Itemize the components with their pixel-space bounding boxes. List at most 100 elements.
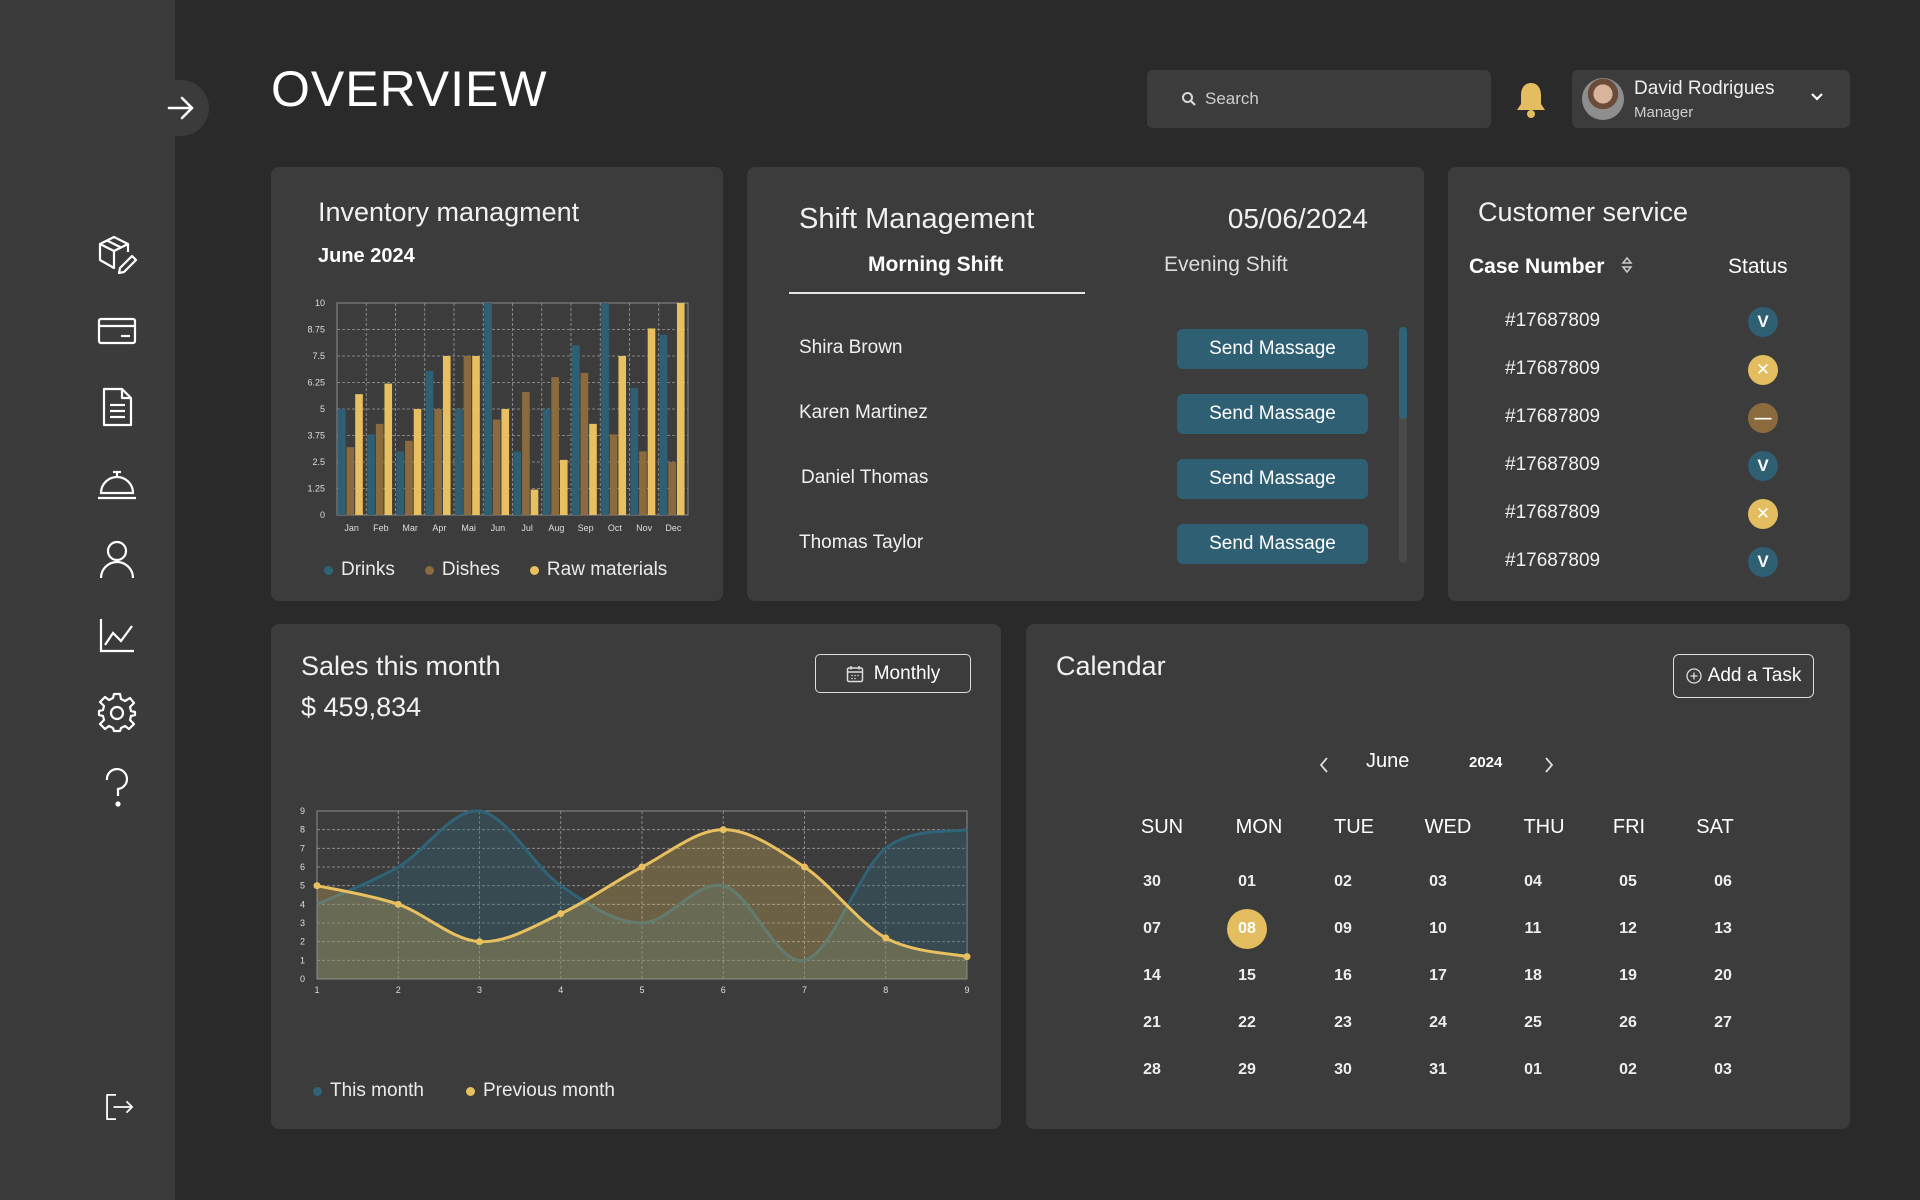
calendar-day[interactable]: 25 [1524,1014,1542,1031]
notification-bell-icon[interactable] [1514,80,1548,120]
calendar-day[interactable]: 01 [1238,873,1256,890]
chart-icon[interactable] [95,613,139,657]
x-tick-label: Mar [402,523,418,533]
logout-icon[interactable] [98,1085,142,1129]
sales-title: Sales this month [301,651,501,681]
calendar-day[interactable]: 04 [1524,873,1542,890]
y-tick-label: 3.75 [307,431,325,441]
point-previous-month [638,863,646,871]
x-tick-label: 5 [639,985,644,995]
calendar-day[interactable]: 09 [1334,920,1352,937]
customer-service-title: Customer service [1478,197,1689,227]
calendar-day[interactable]: 16 [1334,967,1352,984]
calendar-day[interactable]: 17 [1429,967,1447,984]
send-message-button[interactable]: Send Massage [1177,329,1368,369]
x-tick-label: 9 [964,985,969,995]
help-icon[interactable] [95,766,139,810]
calendar-day[interactable]: 10 [1429,920,1447,937]
calendar-day[interactable]: 11 [1524,920,1542,937]
prev-month-icon[interactable] [1318,756,1330,774]
calendar-day[interactable]: 20 [1714,967,1732,984]
service-bell-icon[interactable] [95,461,139,505]
calendar-day[interactable]: 26 [1619,1014,1637,1031]
card-icon[interactable] [95,309,139,353]
calendar-day[interactable]: 01 [1524,1061,1542,1078]
search-input[interactable]: Search [1147,70,1491,128]
case-number[interactable]: #17687809 [1505,454,1601,475]
user-name: David Rodrigues [1634,78,1775,99]
y-tick-label: 3 [300,918,305,928]
calendar-year[interactable]: 2024 [1469,754,1503,771]
calendar-day[interactable]: 27 [1714,1014,1732,1031]
user-icon[interactable] [95,537,139,581]
calendar-day[interactable]: 14 [1143,967,1161,984]
case-number[interactable]: #17687809 [1505,406,1601,427]
add-task-button[interactable]: Add a Task [1673,654,1814,698]
status-done-icon: V [1748,547,1778,577]
calendar-day[interactable]: 12 [1619,920,1637,937]
calendar-day[interactable]: 03 [1714,1061,1732,1078]
legend-label: Raw materials [546,559,668,580]
case-number[interactable]: #17687809 [1505,310,1601,331]
x-tick-label: Apr [432,523,446,533]
calendar-day[interactable]: 22 [1238,1014,1256,1031]
send-message-button[interactable]: Send Massage [1177,459,1368,499]
calendar-day[interactable]: 05 [1619,873,1637,890]
tab-morning-shift[interactable]: Morning Shift [868,253,1004,276]
next-month-icon[interactable] [1543,756,1555,774]
settings-icon[interactable] [95,690,139,734]
period-label: Monthly [873,662,941,684]
period-select-button[interactable]: Monthly [815,654,971,693]
x-tick-label: 4 [558,985,563,995]
send-message-button[interactable]: Send Massage [1177,394,1368,434]
case-number[interactable]: #17687809 [1505,550,1601,571]
point-previous-month [963,953,971,961]
document-icon[interactable] [95,385,139,429]
bar-drinks [659,334,668,515]
calendar-day-selected[interactable]: 08 [1227,909,1267,949]
calendar-day[interactable]: 21 [1143,1014,1161,1031]
scrollbar-track[interactable] [1399,327,1407,563]
calendar-day[interactable]: 02 [1619,1061,1637,1078]
x-tick-label: Jan [344,523,359,533]
case-number[interactable]: #17687809 [1505,502,1601,523]
send-message-button[interactable]: Send Massage [1177,524,1368,564]
y-tick-label: 6 [300,862,305,872]
case-number[interactable]: #17687809 [1505,358,1601,379]
calendar-day[interactable]: 31 [1429,1061,1447,1078]
calendar-day[interactable]: 30 [1143,873,1161,890]
calendar-day[interactable]: 29 [1238,1061,1256,1078]
chevron-down-icon [1811,93,1823,101]
calendar-month[interactable]: June [1366,750,1410,772]
weekday-label: MON [1235,816,1283,838]
calendar-day[interactable]: 19 [1619,967,1637,984]
bar-raw-materials [647,328,656,515]
calendar-icon [846,665,863,682]
calendar-day[interactable]: 30 [1334,1061,1352,1078]
dishes-dot [424,565,434,575]
legend-this-month: This month [313,1080,424,1102]
calendar-day[interactable]: 06 [1714,873,1732,890]
case-number-header[interactable]: Case Number [1469,255,1634,279]
shift-date: 05/06/2024 [1227,203,1368,234]
calendar-day[interactable]: 03 [1429,873,1447,890]
user-menu[interactable]: David Rodrigues Manager [1572,70,1850,128]
calendar-day[interactable]: 23 [1334,1014,1352,1031]
x-tick-label: 2 [396,985,401,995]
calendar-day[interactable]: 15 [1238,967,1256,984]
scrollbar-thumb[interactable] [1399,327,1407,419]
calendar-day[interactable]: 13 [1714,920,1732,937]
calendar-day[interactable]: 18 [1524,967,1542,984]
calendar-day[interactable]: 24 [1429,1014,1447,1031]
legend-label: Dishes [441,559,500,580]
expand-sidebar-button[interactable] [153,80,209,136]
inventory-icon[interactable] [95,231,139,275]
bar-raw-materials [501,409,510,515]
bar-raw-materials [530,489,539,515]
inventory-legend: Drinks Dishes Raw materials [324,559,667,581]
tab-evening-shift[interactable]: Evening Shift [1164,253,1288,276]
calendar-day[interactable]: 28 [1143,1061,1161,1078]
calendar-day[interactable]: 02 [1334,873,1352,890]
calendar-day[interactable]: 07 [1143,920,1161,937]
y-tick-label: 6.25 [307,378,325,388]
